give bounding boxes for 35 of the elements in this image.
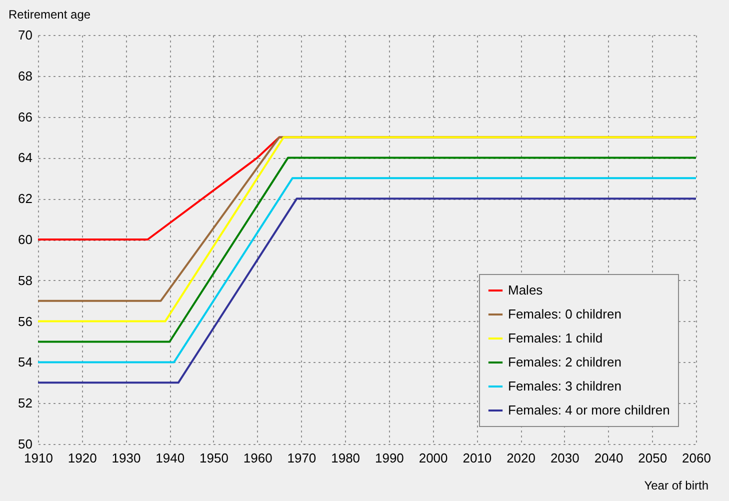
y-tick-label: 64 xyxy=(18,150,32,166)
y-tick-label: 66 xyxy=(18,109,32,124)
x-tick-label: 1910 xyxy=(24,450,53,466)
y-tick-label: 62 xyxy=(18,191,32,206)
x-tick-label: 1930 xyxy=(112,450,141,466)
legend-label: Females: 2 children xyxy=(508,354,622,370)
y-tick-label: 52 xyxy=(18,396,32,411)
x-tick-label: 2020 xyxy=(506,450,536,466)
x-tick-label: 1990 xyxy=(374,450,404,466)
y-tick-label: 56 xyxy=(18,314,32,329)
y-tick-label: 60 xyxy=(18,232,32,247)
y-tick-label: 50 xyxy=(18,436,32,452)
x-tick-label: 2050 xyxy=(638,450,668,466)
y-tick-label: 54 xyxy=(18,354,32,370)
x-tick-label: 2060 xyxy=(682,450,711,466)
x-tick-label: 2040 xyxy=(594,450,624,466)
legend-label: Females: 4 or more children xyxy=(508,402,670,418)
x-tick-label: 1970 xyxy=(287,450,316,466)
x-tick-label: 1980 xyxy=(331,450,360,466)
y-tick-label: 58 xyxy=(18,272,32,288)
legend-label: Females: 0 children xyxy=(508,306,622,322)
x-tick-label: 1940 xyxy=(156,450,185,466)
legend-label: Females: 3 children xyxy=(508,378,622,394)
legend-label: Males xyxy=(508,282,544,298)
x-tick-label: 2030 xyxy=(550,450,580,466)
x-tick-label: 1950 xyxy=(200,450,228,466)
y-axis-title: Retirement age xyxy=(8,8,91,22)
legend-label: Females: 1 child xyxy=(508,330,603,346)
y-tick-label: 70 xyxy=(18,28,32,42)
x-axis-title: Year of birth xyxy=(644,478,708,492)
x-tick-label: 1960 xyxy=(243,450,272,466)
x-tick-label: 2010 xyxy=(462,450,492,466)
y-tick-label: 68 xyxy=(18,68,32,84)
x-tick-label: 1920 xyxy=(68,450,97,466)
x-tick-label: 2000 xyxy=(418,450,448,466)
